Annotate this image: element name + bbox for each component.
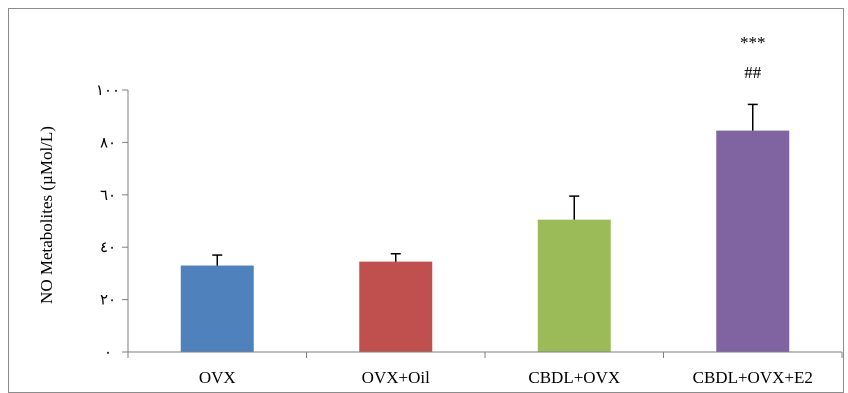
bars-layer [180, 130, 790, 352]
y-tick-label: ٤٠ [100, 240, 116, 256]
y-tick-label: ٨٠ [100, 135, 116, 151]
annotations-layer: *** ## [740, 33, 766, 82]
y-tick-label: ٢٠ [100, 293, 116, 309]
significance-marker: *** [740, 33, 766, 52]
y-axis-ticks: ٠ ٢٠ ٤٠ ٦٠ ٨٠ ١٠٠ [96, 83, 128, 361]
error-bars-layer [212, 103, 758, 266]
x-category-label: OVX [199, 368, 236, 387]
x-category-label: CBDL+OVX [528, 368, 620, 387]
bar [180, 265, 254, 352]
y-axis-title: NO Metabolites (µMol/L) [37, 126, 56, 304]
x-category-label: OVX+Oil [362, 368, 430, 387]
bar [716, 130, 790, 352]
x-axis-ticks: OVX OVX+Oil CBDL+OVX CBDL+OVX+E2 [127, 352, 843, 387]
y-tick-label: ١٠٠ [96, 83, 120, 99]
y-tick-label: ٠ [104, 345, 112, 361]
significance-marker: ## [744, 63, 762, 82]
bar [359, 261, 433, 352]
x-category-label: CBDL+OVX+E2 [693, 368, 813, 387]
y-tick-label: ٦٠ [100, 188, 116, 204]
bar [537, 219, 611, 352]
